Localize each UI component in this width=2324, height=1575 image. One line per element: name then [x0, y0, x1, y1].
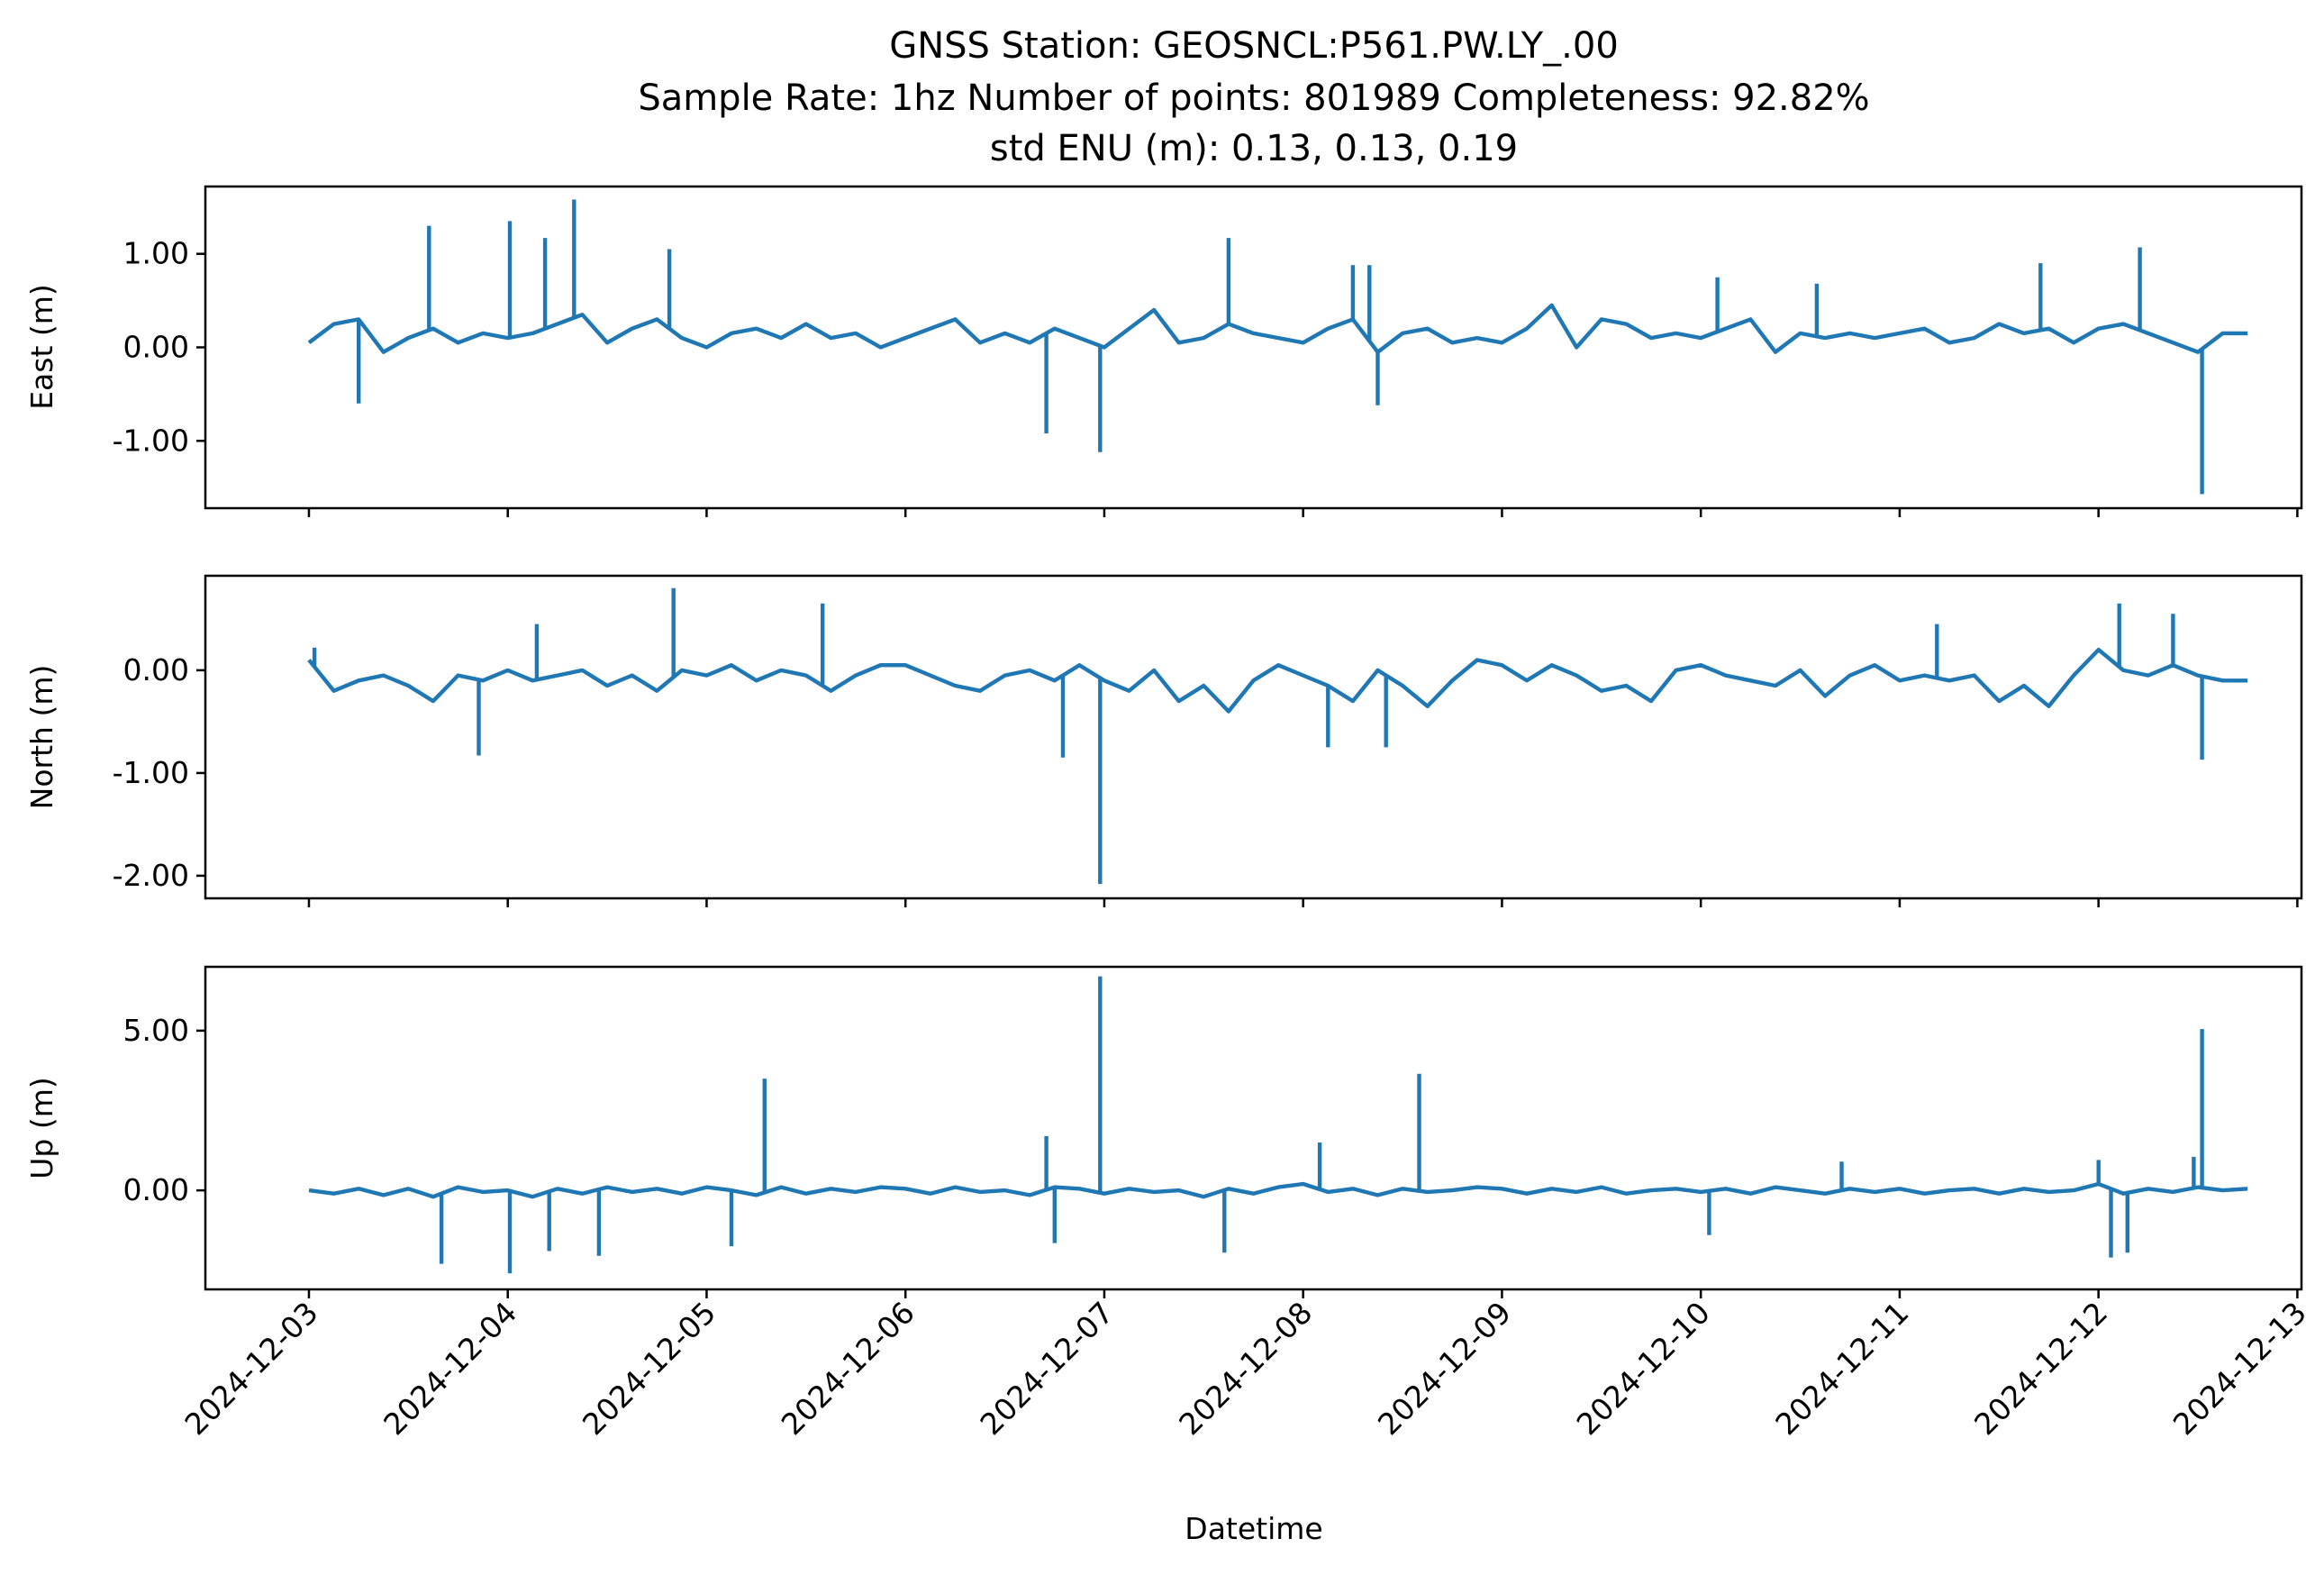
up-plot-area — [308, 976, 2248, 1274]
up-series-line — [308, 1181, 2248, 1199]
north-axes-frame — [204, 574, 2303, 900]
up-y-tick-label: 5.00 — [123, 1013, 189, 1048]
north-y-tick-label: -2.00 — [113, 858, 189, 893]
up-x-ticks — [307, 1289, 2299, 1298]
up-y-ticks: 5.00 0.00 — [123, 1013, 205, 1207]
east-panel: 1.00 0.00 -1.00 East (m) — [24, 185, 2303, 517]
east-y-tick-label: -1.00 — [113, 423, 189, 458]
north-plot-area — [307, 587, 2248, 884]
north-y-tick-label: -1.00 — [113, 755, 189, 790]
north-y-tick-label: 0.00 — [123, 652, 189, 687]
x-axis-label: Datetime — [1185, 1511, 1322, 1546]
north-axis-label: North (m) — [24, 665, 59, 810]
up-axes-frame — [204, 965, 2303, 1291]
north-panel: 0.00 -1.00 -2.00 North (m) — [24, 574, 2303, 907]
title-line-3: std ENU (m): 0.13, 0.13, 0.19 — [990, 128, 1518, 169]
east-axis-label: East (m) — [24, 284, 59, 410]
title-line-2: Sample Rate: 1hz Number of points: 80198… — [638, 77, 1869, 119]
north-series-line — [307, 647, 2248, 714]
up-y-tick-label: 0.00 — [123, 1172, 189, 1207]
title-line-1: GNSS Station: GEOSNCL:P561.PW.LY_.00 — [889, 25, 1619, 67]
north-y-ticks: 0.00 -1.00 -2.00 — [113, 652, 205, 893]
north-x-ticks — [307, 898, 2299, 907]
east-x-ticks — [307, 508, 2299, 517]
east-y-tick-label: 1.00 — [123, 236, 189, 271]
east-y-ticks: 1.00 0.00 -1.00 — [113, 236, 205, 458]
up-axis-label: Up (m) — [24, 1077, 59, 1179]
east-y-tick-label: 0.00 — [123, 330, 189, 365]
east-plot-area — [307, 199, 2248, 495]
east-series-line — [307, 303, 2248, 354]
